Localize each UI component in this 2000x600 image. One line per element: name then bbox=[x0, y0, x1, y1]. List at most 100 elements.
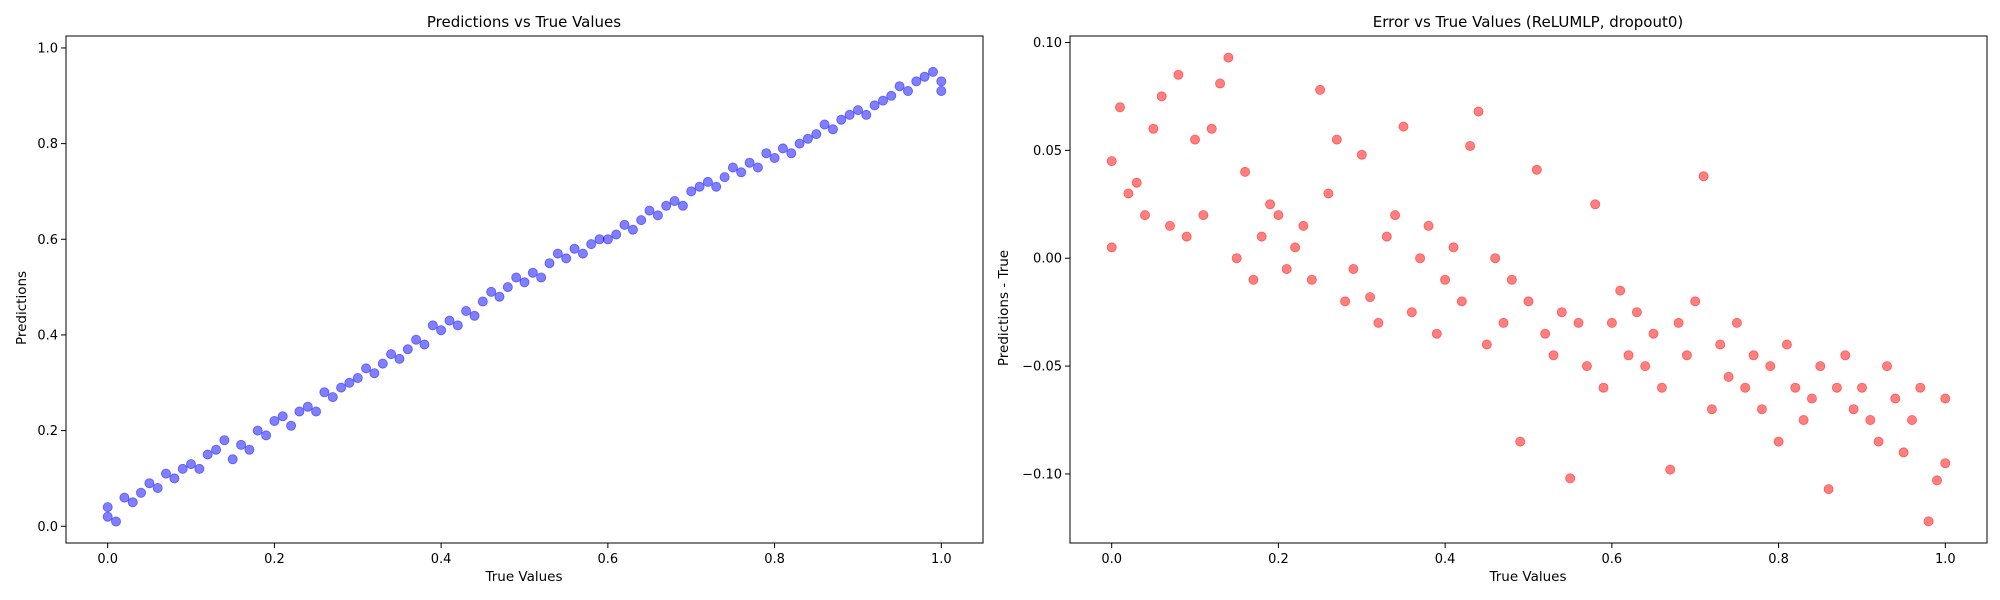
data-point bbox=[277, 411, 288, 422]
data-point bbox=[1490, 253, 1501, 264]
data-point bbox=[619, 219, 630, 230]
data-point bbox=[919, 71, 930, 82]
data-point bbox=[1515, 436, 1526, 447]
data-point bbox=[1932, 475, 1943, 486]
data-point bbox=[319, 387, 330, 398]
data-point bbox=[1540, 328, 1551, 339]
data-point bbox=[1523, 296, 1534, 307]
data-point bbox=[702, 176, 713, 187]
y-tick-label: 0.2 bbox=[37, 424, 58, 439]
data-point bbox=[219, 435, 230, 446]
data-point bbox=[236, 439, 247, 450]
data-point bbox=[102, 511, 113, 522]
data-point bbox=[836, 114, 847, 125]
data-point bbox=[827, 124, 838, 135]
data-point bbox=[402, 344, 413, 355]
data-point bbox=[1940, 458, 1951, 469]
data-point bbox=[1140, 210, 1151, 221]
data-point bbox=[1823, 484, 1834, 495]
data-point bbox=[869, 100, 880, 111]
data-point bbox=[302, 401, 313, 412]
y-tick-label: 0.05 bbox=[1033, 144, 1062, 159]
data-point bbox=[1665, 464, 1676, 475]
data-point bbox=[211, 444, 222, 455]
y-tick-label: −0.10 bbox=[1022, 467, 1062, 482]
data-point bbox=[903, 86, 914, 97]
x-tick-label: 0.4 bbox=[431, 552, 452, 567]
data-point bbox=[1615, 285, 1626, 296]
data-point bbox=[452, 320, 463, 331]
data-point bbox=[1356, 149, 1367, 160]
x-tick-label: 0.0 bbox=[97, 552, 118, 567]
data-point bbox=[1623, 350, 1634, 361]
data-point bbox=[1173, 69, 1184, 80]
data-point bbox=[1723, 371, 1734, 382]
data-point bbox=[1940, 393, 1951, 404]
data-point bbox=[144, 478, 155, 489]
x-tick-label: 1.0 bbox=[931, 552, 952, 567]
data-point bbox=[761, 148, 772, 159]
data-point bbox=[802, 133, 813, 144]
data-point bbox=[794, 138, 805, 149]
data-point bbox=[369, 368, 380, 379]
data-point bbox=[494, 291, 505, 302]
data-point bbox=[1431, 328, 1442, 339]
data-point bbox=[1556, 307, 1567, 318]
data-point bbox=[394, 353, 405, 364]
data-point bbox=[1548, 350, 1559, 361]
data-point bbox=[1390, 210, 1401, 221]
data-point bbox=[644, 205, 655, 216]
y-tick-label: 0.00 bbox=[1033, 252, 1062, 267]
data-point bbox=[1181, 231, 1192, 242]
x-tick-label: 0.4 bbox=[1435, 552, 1456, 567]
data-point bbox=[102, 502, 113, 513]
data-point bbox=[1598, 382, 1609, 393]
data-point bbox=[1206, 123, 1217, 134]
data-point bbox=[1165, 220, 1176, 231]
x-tick-label: 0.8 bbox=[1768, 552, 1789, 567]
data-point bbox=[1448, 242, 1459, 253]
data-point bbox=[1398, 121, 1409, 132]
data-point bbox=[1898, 447, 1909, 458]
y-tick-label: −0.05 bbox=[1022, 360, 1062, 375]
data-point bbox=[636, 215, 647, 226]
data-point bbox=[1781, 339, 1792, 350]
data-point bbox=[1581, 361, 1592, 372]
data-point bbox=[527, 267, 538, 278]
x-tick-label: 0.6 bbox=[1602, 552, 1623, 567]
data-point bbox=[811, 129, 822, 140]
data-point bbox=[1281, 263, 1292, 274]
data-point bbox=[185, 459, 196, 470]
data-point bbox=[894, 81, 905, 92]
data-point bbox=[1373, 317, 1384, 328]
y-ticks: 0.0 0.2 0.4 0.6 0.8 1.0 bbox=[37, 41, 66, 535]
data-point bbox=[661, 200, 672, 211]
data-point bbox=[202, 449, 213, 460]
data-point bbox=[936, 76, 947, 87]
data-point bbox=[1481, 339, 1492, 350]
data-point bbox=[1698, 171, 1709, 182]
data-point bbox=[669, 195, 680, 206]
data-point bbox=[1323, 188, 1334, 199]
data-point bbox=[1473, 106, 1484, 117]
data-point bbox=[561, 253, 572, 264]
data-point bbox=[1765, 361, 1776, 372]
data-point bbox=[1340, 296, 1351, 307]
data-point bbox=[886, 90, 897, 101]
data-point bbox=[336, 382, 347, 393]
data-point bbox=[1415, 253, 1426, 264]
data-point bbox=[1156, 91, 1167, 102]
x-ticks: 0.0 0.2 0.4 0.6 0.8 1.0 bbox=[1101, 543, 1956, 567]
data-point bbox=[777, 143, 788, 154]
data-point bbox=[361, 363, 372, 374]
x-tick-label: 0.6 bbox=[598, 552, 619, 567]
data-point bbox=[1315, 84, 1326, 95]
data-point bbox=[261, 430, 272, 441]
data-point bbox=[602, 234, 613, 245]
data-point bbox=[1131, 177, 1142, 188]
data-point bbox=[1882, 361, 1893, 372]
data-point bbox=[1673, 317, 1684, 328]
data-point bbox=[1740, 382, 1751, 393]
data-point bbox=[1456, 296, 1467, 307]
plot-frame bbox=[65, 35, 984, 544]
